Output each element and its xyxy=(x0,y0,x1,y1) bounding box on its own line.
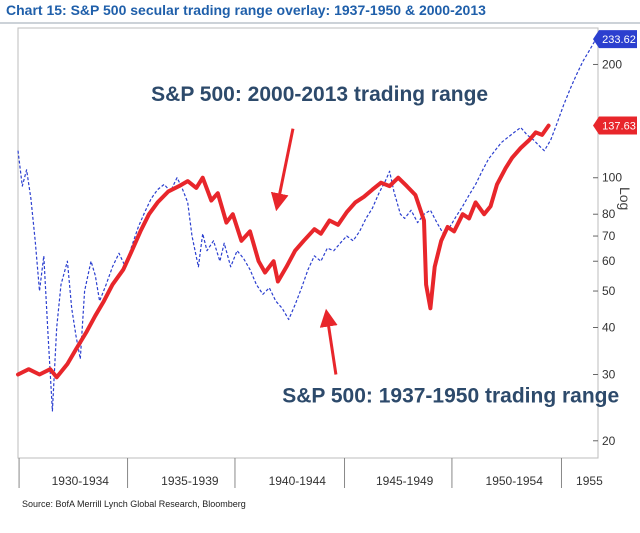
series-1937-1950-end-value: 233.62 xyxy=(602,34,636,46)
series-line-2000-2013 xyxy=(16,123,551,380)
series-1937-1950-end-badge xyxy=(593,30,637,49)
x-tick-label-5: 1955 xyxy=(576,474,603,488)
y-tick-label-60: 60 xyxy=(602,254,616,268)
arrow-2000-2013 xyxy=(270,128,295,212)
series-line-1937-1950 xyxy=(17,38,597,412)
arrow-1937-1950 xyxy=(319,308,338,375)
series-2000-2013-end-badge xyxy=(593,116,637,135)
y-tick-label-20: 20 xyxy=(602,434,616,448)
y-tick-label-50: 50 xyxy=(602,284,616,298)
y-tick-label-70: 70 xyxy=(602,229,616,243)
source-note: Source: BofA Merrill Lynch Global Resear… xyxy=(22,499,246,509)
x-tick-label-4: 1950-1954 xyxy=(486,474,544,488)
annotation-1937-1950: S&P 500: 1937-1950 trading range xyxy=(282,384,619,407)
x-tick-label-2: 1940-1944 xyxy=(269,474,327,488)
y-axis-label: Log xyxy=(617,187,633,210)
x-tick-label-1: 1935-1939 xyxy=(161,474,219,488)
series-2000-2013-end-value: 137.63 xyxy=(602,121,636,133)
x-tick-label-0: 1930-1934 xyxy=(52,474,110,488)
x-tick-label-3: 1945-1949 xyxy=(376,474,434,488)
y-tick-label-80: 80 xyxy=(602,207,616,221)
chart-title: Chart 15: S&P 500 secular trading range … xyxy=(6,2,486,18)
y-tick-label-30: 30 xyxy=(602,368,616,382)
y-tick-label-200: 200 xyxy=(602,57,622,71)
annotation-2000-2013: S&P 500: 2000-2013 trading range xyxy=(151,83,488,106)
y-tick-label-100: 100 xyxy=(602,171,622,185)
plot-border xyxy=(17,27,599,459)
y-tick-label-40: 40 xyxy=(602,320,616,334)
